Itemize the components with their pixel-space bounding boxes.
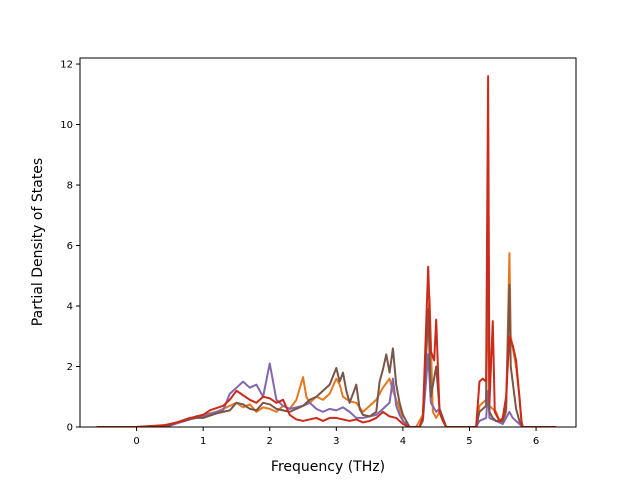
x-tick-label: 4 <box>400 436 406 447</box>
series-layer <box>96 75 557 427</box>
series-line-2 <box>96 353 557 427</box>
y-tick-label: 2 <box>67 362 73 373</box>
y-axis-title: Partial Density of States <box>30 158 46 326</box>
x-tick-label: 2 <box>267 436 273 447</box>
x-axis-ticks: 0 1 2 3 4 5 6 <box>133 427 539 447</box>
y-tick-label: 0 <box>67 423 73 434</box>
series-line-4 <box>96 75 557 427</box>
plot-background <box>80 58 576 427</box>
y-tick-label: 6 <box>67 241 73 252</box>
y-tick-label: 10 <box>60 120 73 131</box>
x-tick-label: 3 <box>333 436 339 447</box>
x-tick-label: 5 <box>466 436 472 447</box>
x-tick-label: 6 <box>533 436 539 447</box>
plot-frame <box>79 57 577 428</box>
y-axis-ticks: 0 2 4 6 8 10 12 <box>60 60 80 434</box>
x-tick-label: 1 <box>200 436 206 447</box>
y-tick-label: 8 <box>67 181 73 192</box>
x-tick-label: 0 <box>133 436 139 447</box>
x-axis-title: Frequency (THz) <box>271 459 385 475</box>
y-tick-label: 12 <box>60 60 73 71</box>
y-tick-label: 4 <box>67 302 73 313</box>
